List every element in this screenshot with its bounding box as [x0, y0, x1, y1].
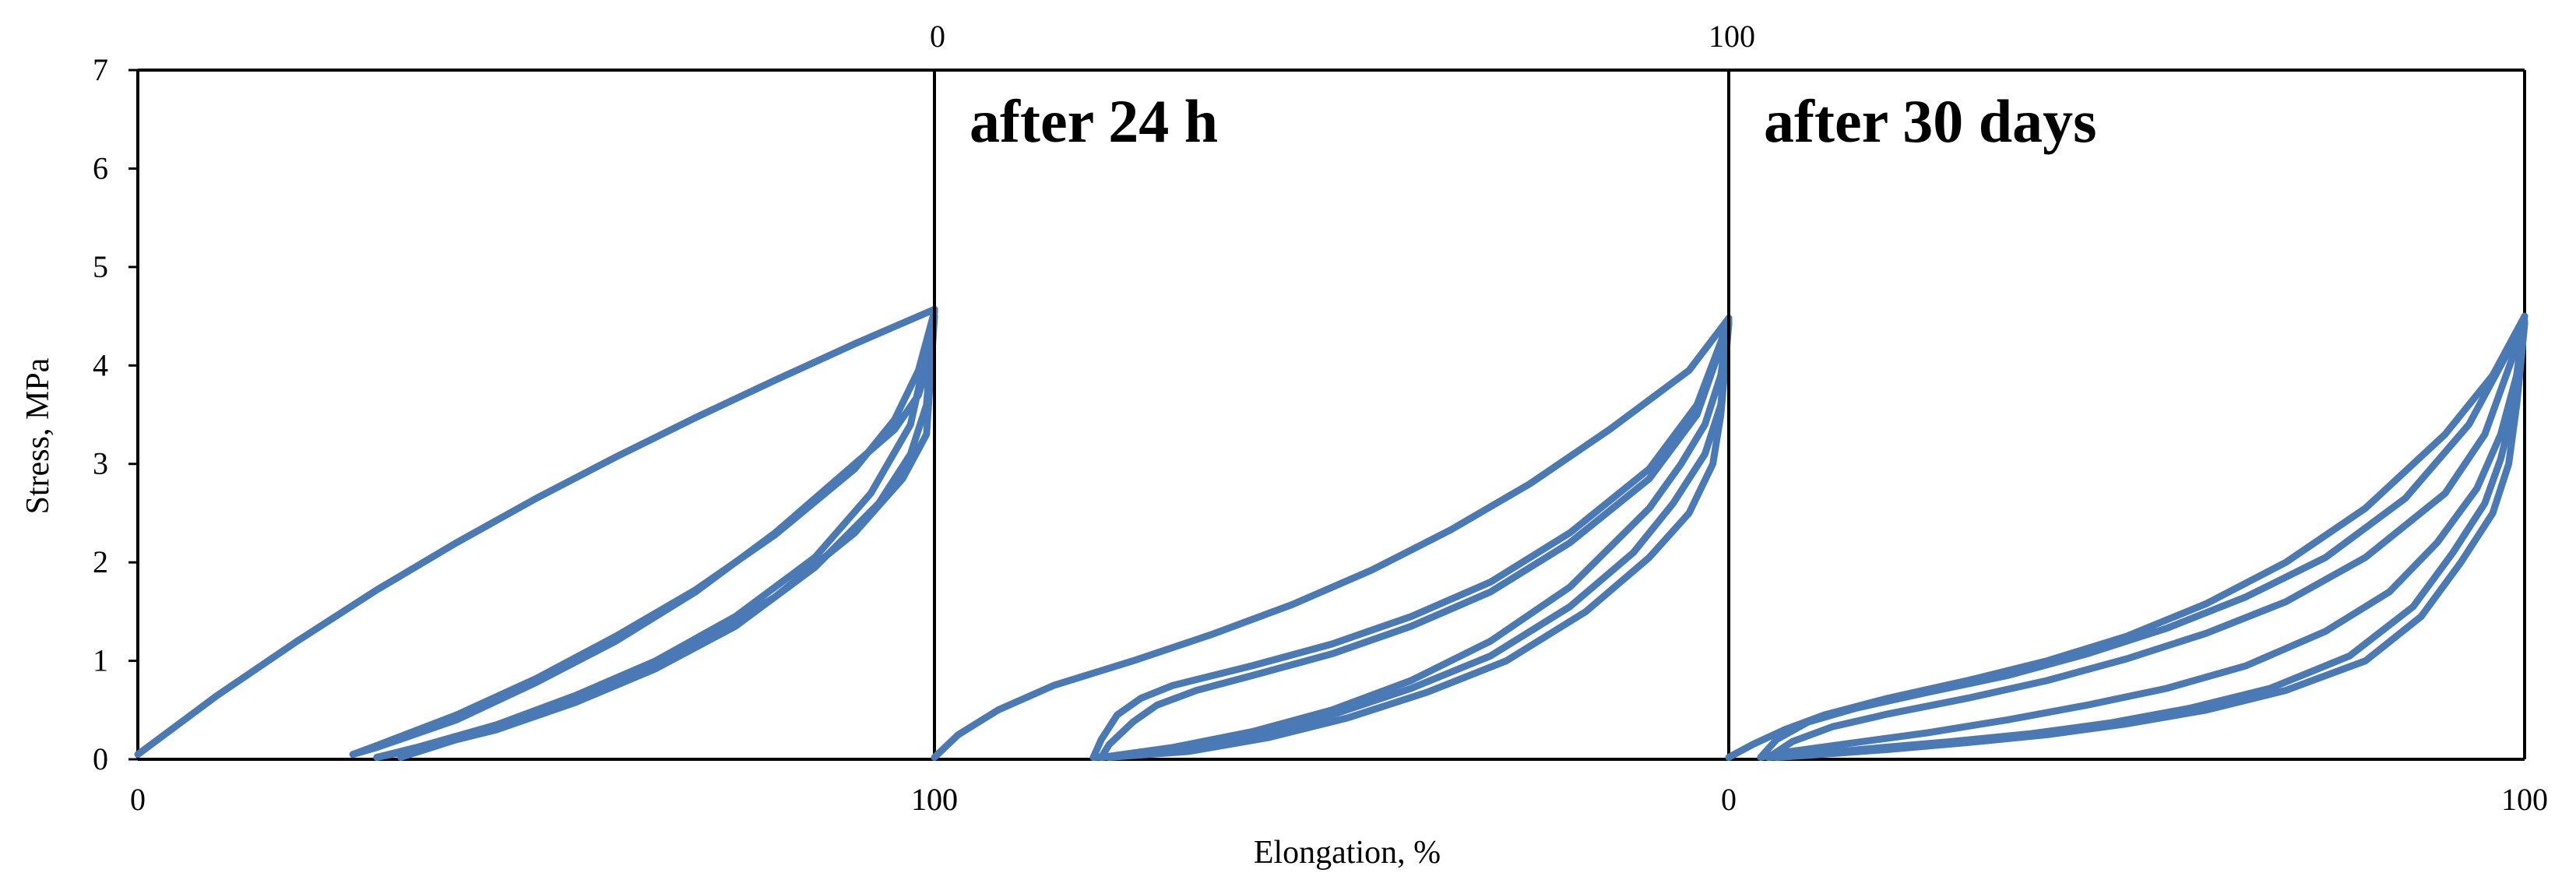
y-tick-label: 7: [93, 52, 108, 87]
panel-title: after 24 h: [970, 87, 1218, 155]
series-line-panel3-3: [1757, 317, 2528, 761]
y-axis-title: Stress, MPa: [20, 357, 56, 514]
series-line-panel1-3: [349, 308, 938, 759]
series-line-panel3-2: [1757, 312, 2528, 761]
x-top-tick-label: 0: [930, 19, 945, 54]
x-tick-label: 0: [130, 782, 146, 817]
chart-panel-1: 0 100: [130, 69, 958, 817]
series-line-panel1-6: [397, 312, 938, 761]
y-axis: 0 1 2 3 4 5 6 7: [93, 52, 138, 776]
series-line-panel2-4: [1097, 317, 1733, 761]
chart-panel-2: 100 0 after 24 h: [911, 19, 1733, 817]
series-line-panel3-5: [1765, 320, 2528, 761]
y-tick-label: 0: [93, 741, 108, 776]
series-line-panel2-3: [1089, 317, 1733, 761]
series-line-panel2-6: [1105, 320, 1733, 761]
y-tick-label: 5: [93, 249, 108, 284]
series-line-panel3-6: [1772, 320, 2528, 761]
x-tick-label: 100: [911, 782, 958, 817]
y-tick-label: 4: [93, 347, 108, 382]
chart-panel-3: 0 100 100 after 30 days: [1709, 19, 2548, 817]
y-tick-label: 6: [93, 150, 108, 185]
y-tick-label: 1: [93, 643, 108, 678]
series-line-panel2-5: [1097, 320, 1733, 761]
y-tick-label: 3: [93, 446, 108, 481]
series-line-panel1-1: [134, 305, 938, 759]
series-line-panel2-1: [931, 315, 1733, 761]
x-tick-label: 100: [911, 782, 958, 817]
x-tick-label: 0: [1721, 782, 1737, 817]
panel-title: after 30 days: [1764, 87, 2097, 155]
x-axis-title: Elongation, %: [1254, 835, 1441, 871]
series-line-panel3-1: [1725, 312, 2528, 761]
x-tick-label: 100: [2501, 782, 2548, 817]
y-tick-label: 2: [93, 544, 108, 579]
x-top-tick-label: 100: [1709, 19, 1755, 54]
